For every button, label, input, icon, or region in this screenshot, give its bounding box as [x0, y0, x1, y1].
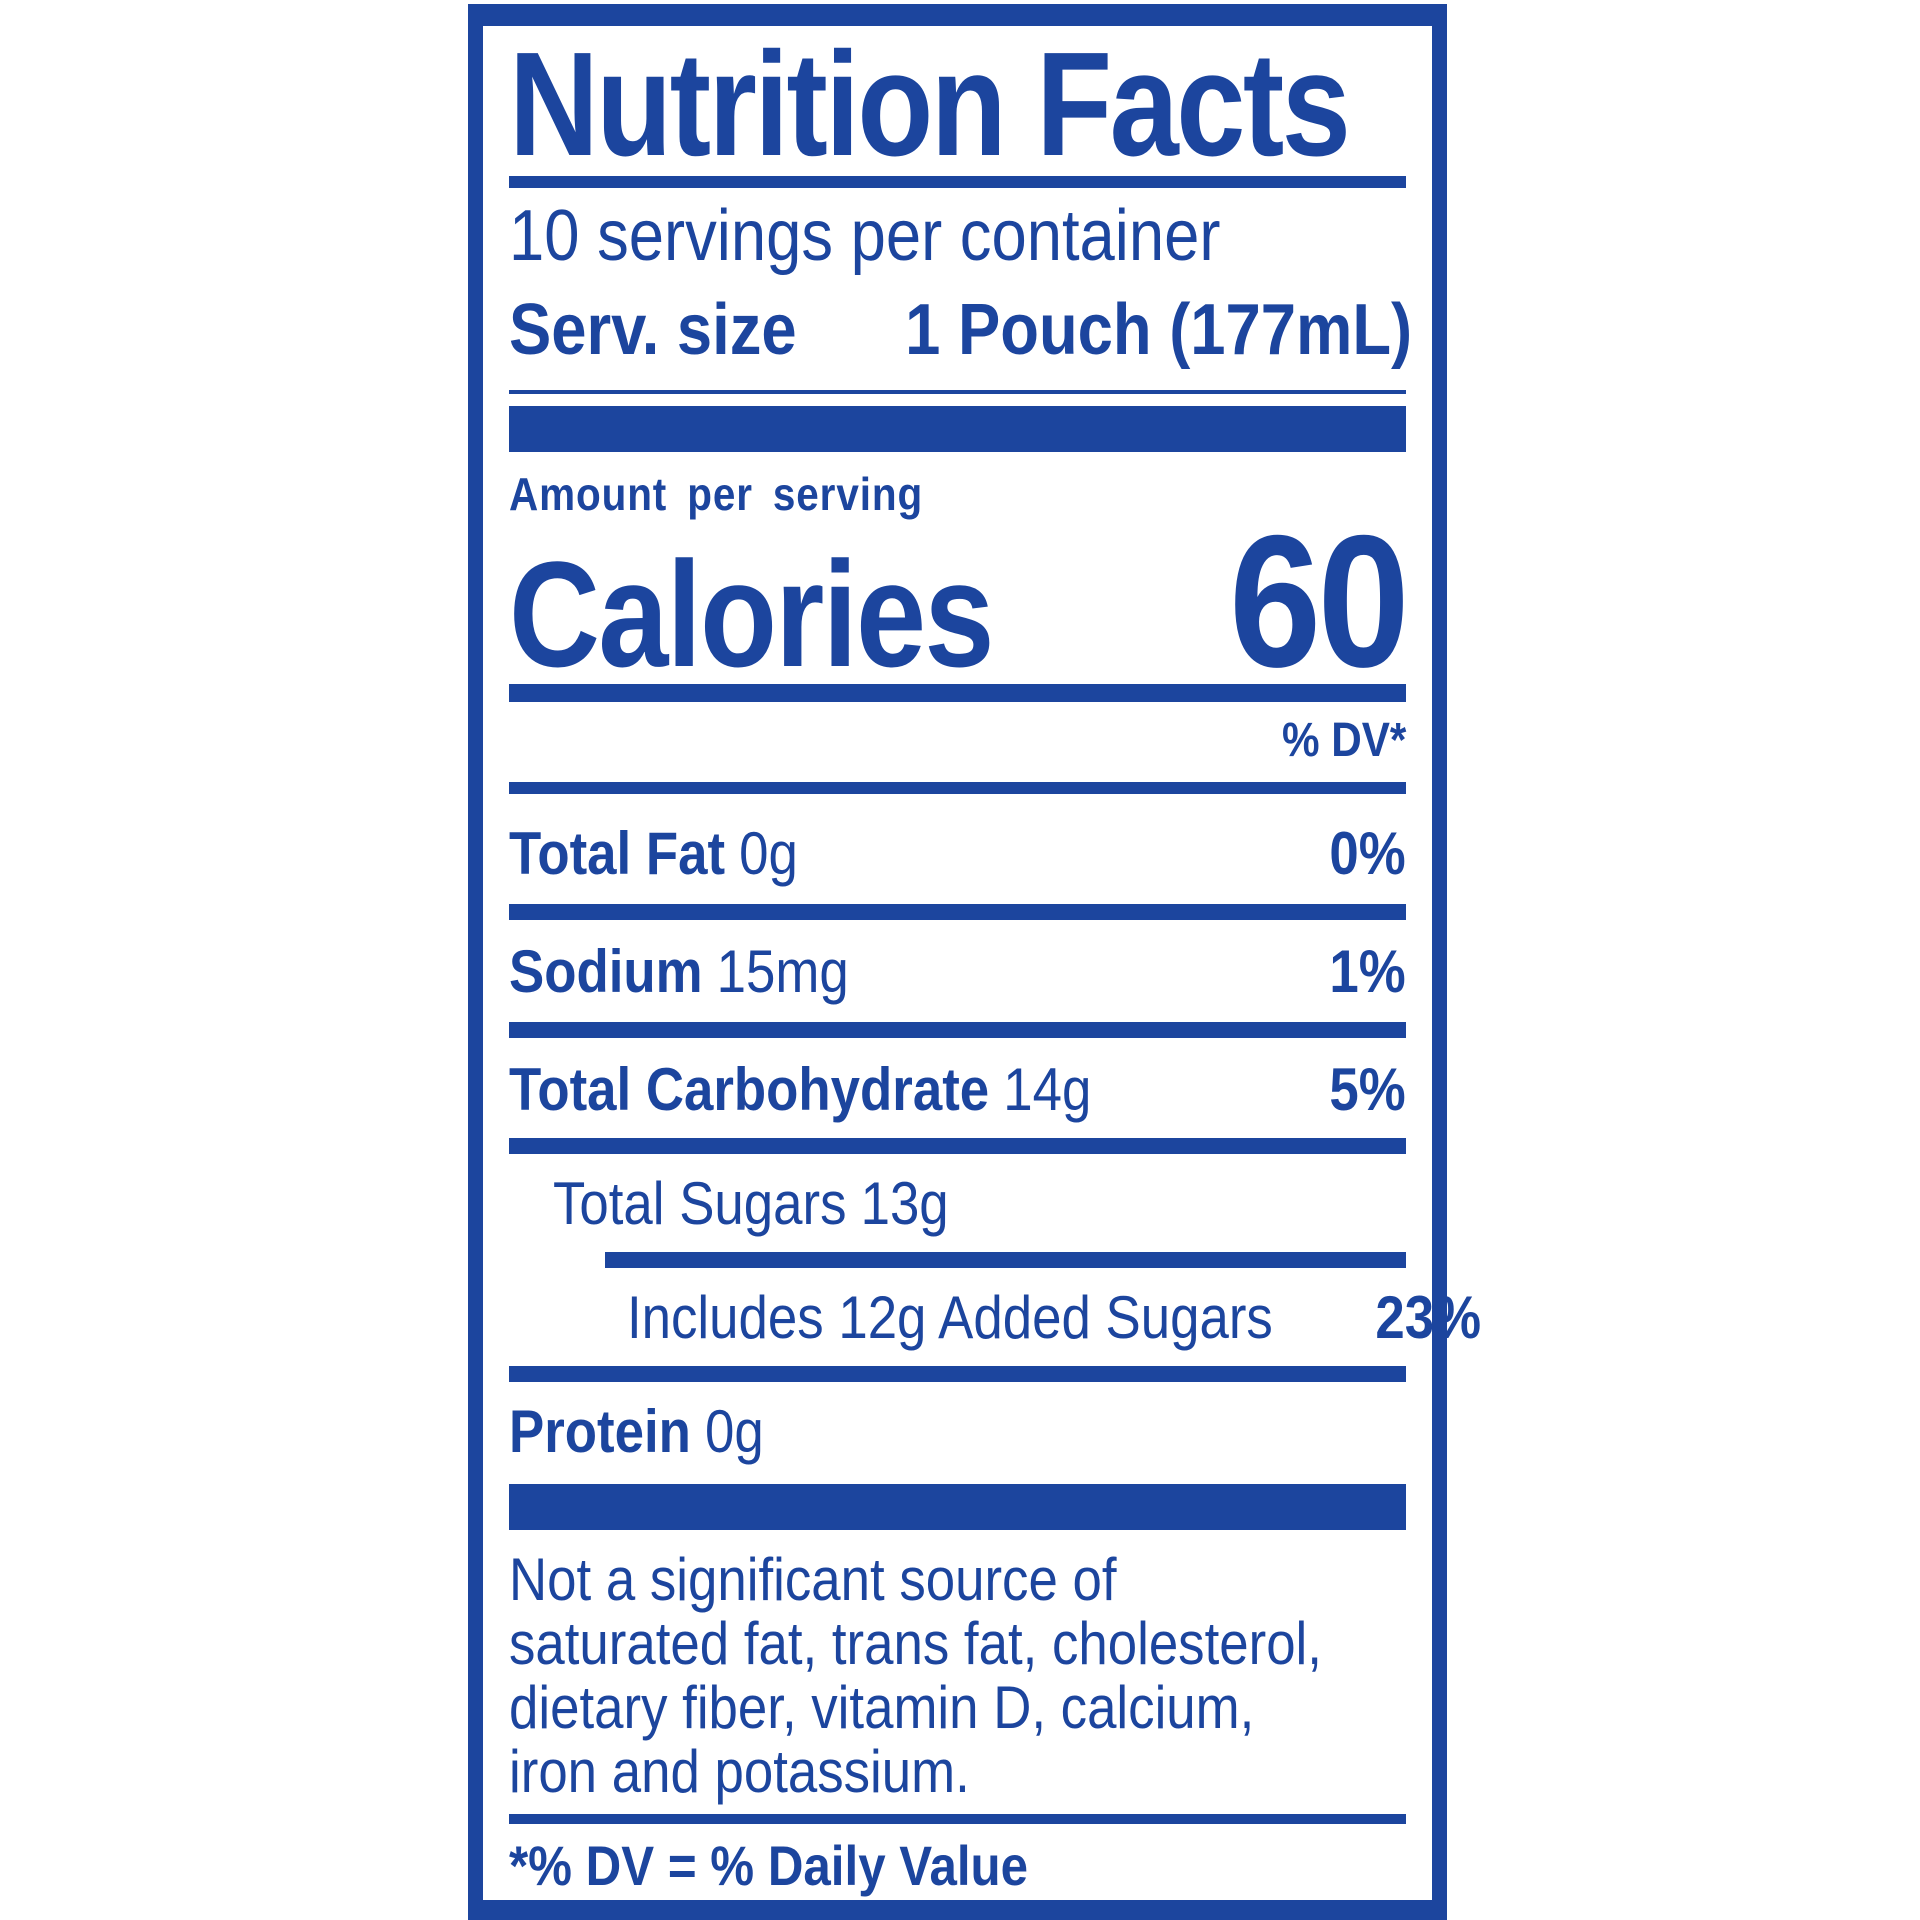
calories-value: 60	[1229, 496, 1410, 706]
nutrition-facts-label: Nutrition Facts 10 servings per containe…	[468, 4, 1481, 1920]
servings-per-container-text: 10 servings per container	[509, 196, 1221, 276]
title-underline	[509, 176, 1406, 188]
calories-label: Calories	[509, 530, 994, 698]
nutrition-facts-title-text: Nutrition Facts	[509, 22, 1351, 187]
nutrient-daily-value: 23%	[1375, 1284, 1481, 1351]
footnote: *% DV = % Daily Value	[509, 1836, 1406, 1896]
nutrient-row-protein: Protein 0g	[509, 1398, 1406, 1466]
nutrient-daily-value: 0%	[1329, 820, 1406, 887]
row-divider	[509, 1138, 1406, 1154]
amount-per-serving: Amount per serving	[509, 468, 1406, 520]
nutrient-daily-value: 5%	[1329, 1056, 1406, 1123]
nutrient-name-amount: Total Fat 0g	[509, 820, 798, 888]
thick-separator-bar	[509, 406, 1406, 452]
row-divider	[509, 904, 1406, 920]
disclaimer: Not a significant source of saturated fa…	[509, 1548, 1406, 1804]
nutrient-name: Total Fat	[509, 820, 726, 887]
calories-row: Calories 60	[509, 496, 1410, 706]
hairline-divider	[509, 390, 1406, 394]
nutrient-amount: 13g	[860, 1170, 949, 1237]
disclaimer-line: dietary fiber, vitamin D, calcium,	[509, 1674, 1255, 1741]
nutrient-name: Includes 12g Added Sugars	[627, 1284, 1273, 1351]
nutrient-row-total-fat: Total Fat 0g 0%	[509, 820, 1406, 888]
row-divider	[509, 1366, 1406, 1382]
nutrient-name: Protein	[509, 1398, 691, 1465]
daily-value-header-text: % DV*	[1281, 714, 1406, 767]
nutrient-row-total-carbohydrate: Total Carbohydrate 14g 5%	[509, 1056, 1406, 1124]
nutrient-amount: 0g	[704, 1398, 764, 1465]
nutrient-amount: 14g	[1003, 1056, 1092, 1123]
nutrient-row-added-sugars: Includes 12g Added Sugars 23%	[509, 1284, 1481, 1352]
nutrient-row-sodium: Sodium 15mg 1%	[509, 938, 1406, 1006]
nutrient-name: Total Carbohydrate	[509, 1056, 990, 1123]
serving-size-label: Serv. size	[509, 290, 797, 370]
nutrient-name: Total Sugars	[553, 1170, 847, 1237]
footnote-divider	[509, 1814, 1406, 1824]
nutrient-amount: 15mg	[716, 938, 849, 1005]
amount-per-serving-text: Amount per serving	[509, 468, 924, 520]
nutrient-name-amount: Protein 0g	[509, 1398, 764, 1466]
nutrient-name: Sodium	[509, 938, 703, 1005]
disclaimer-line: saturated fat, trans fat, cholesterol,	[509, 1610, 1322, 1677]
label-content: Nutrition Facts 10 servings per containe…	[483, 22, 1481, 1900]
row-divider-indented	[605, 1252, 1406, 1268]
nutrient-name-amount: Total Carbohydrate 14g	[509, 1056, 1091, 1124]
dv-header-divider	[509, 782, 1406, 794]
disclaimer-line: Not a significant source of	[509, 1546, 1117, 1613]
servings-per-container: 10 servings per container	[509, 196, 1406, 276]
nutrient-amount: 0g	[739, 820, 798, 887]
nutrient-name-amount: Total Sugars 13g	[553, 1170, 949, 1238]
row-divider	[509, 1022, 1406, 1038]
nutrient-row-total-sugars: Total Sugars 13g	[509, 1170, 1406, 1238]
disclaimer-line: iron and potassium.	[509, 1738, 970, 1805]
serving-size-value: 1 Pouch (177mL)	[905, 290, 1413, 370]
daily-value-header: % DV*	[509, 714, 1406, 768]
calories-divider	[509, 684, 1406, 702]
thick-separator-bar	[509, 1484, 1406, 1530]
nutrient-daily-value: 1%	[1329, 938, 1406, 1005]
nutrient-name-amount: Sodium 15mg	[509, 938, 849, 1006]
nutrition-facts-title: Nutrition Facts	[509, 22, 1406, 187]
footnote-text: *% DV = % Daily Value	[509, 1834, 1029, 1897]
serving-size-row: Serv. size 1 Pouch (177mL)	[509, 290, 1412, 370]
